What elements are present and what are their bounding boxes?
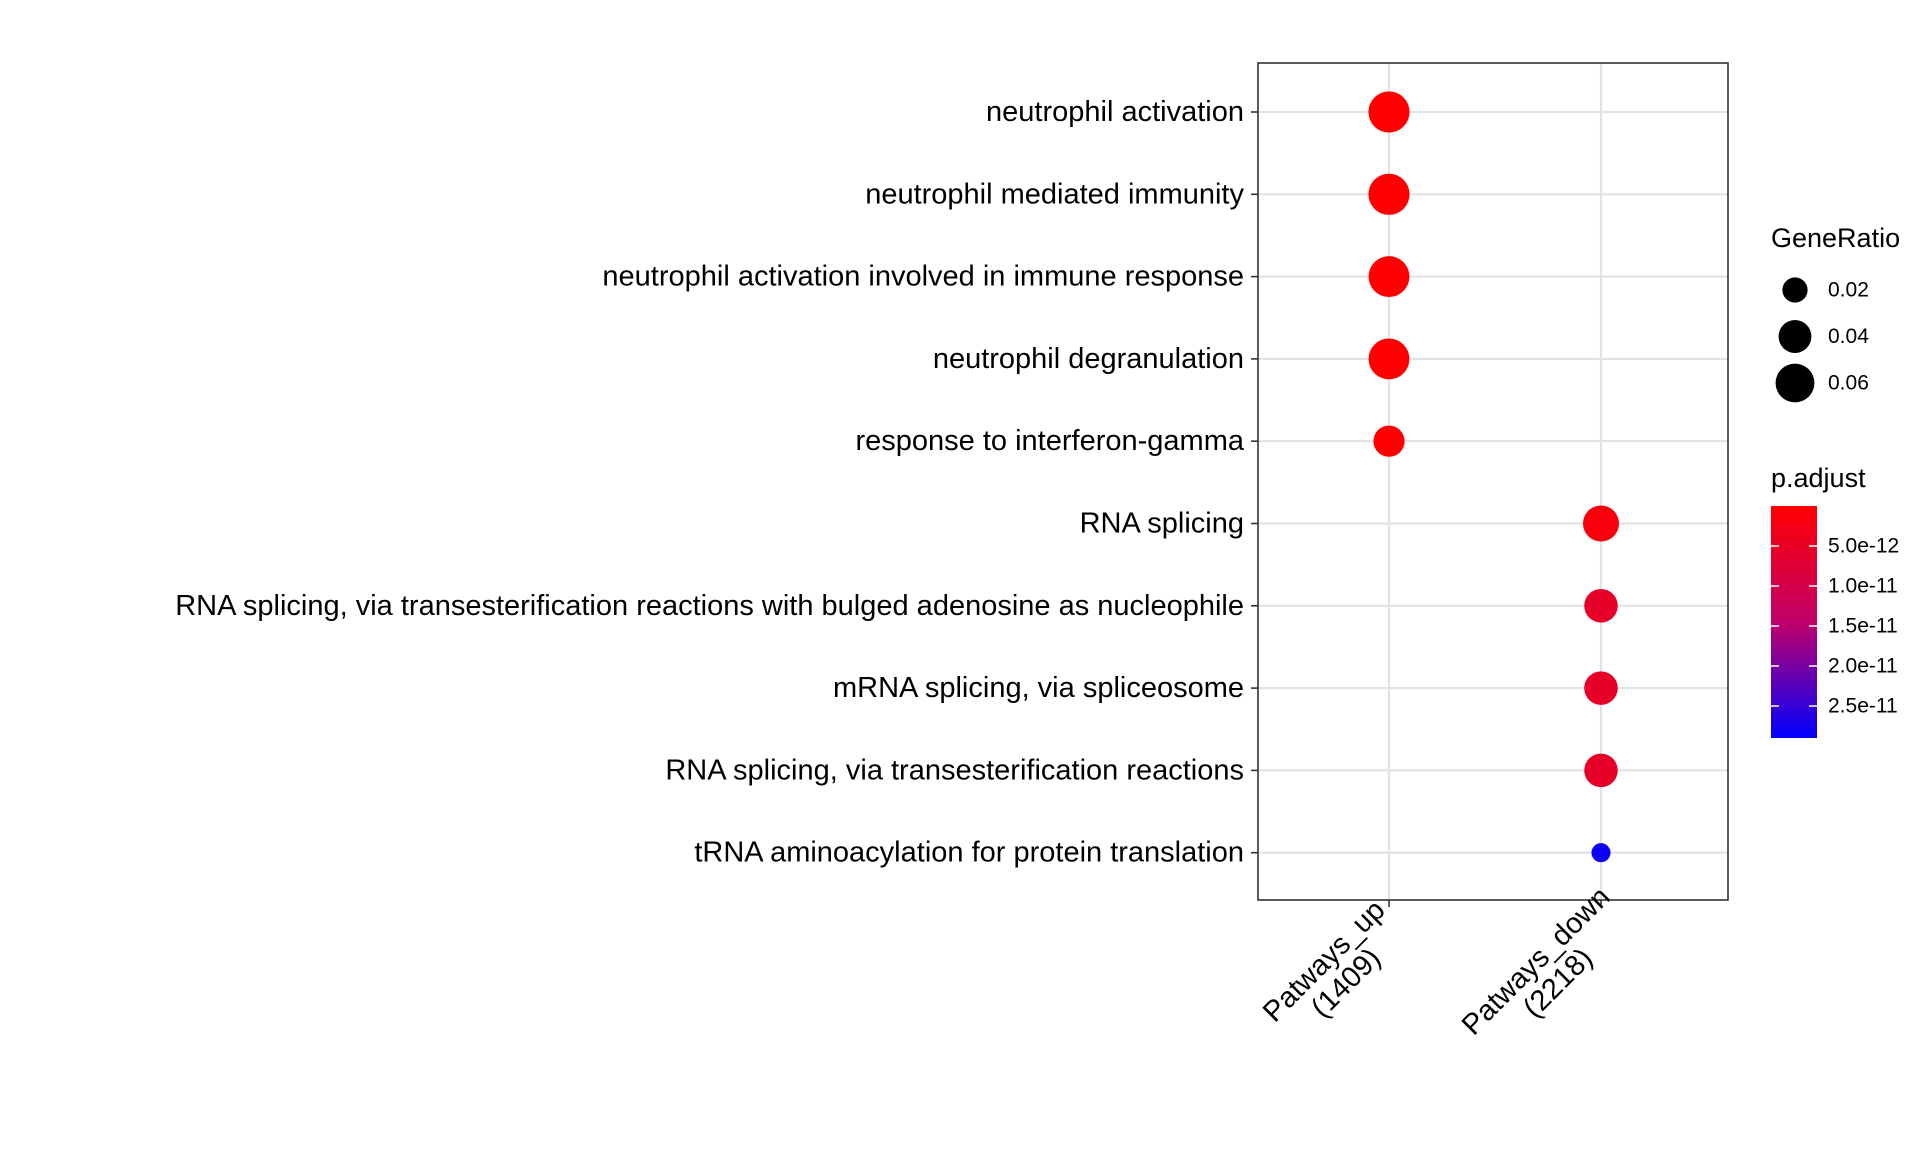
data-point [1584, 753, 1618, 788]
data-point [1584, 589, 1618, 623]
x-tick-label: Patways_up(1409) [1257, 894, 1413, 1050]
size-legend-label: 0.04 [1828, 325, 1869, 348]
size-legend-title: GeneRatio [1771, 223, 1900, 253]
legends: GeneRatio 0.02 0.04 0.06 p.adjust 5.0e-12 1.0e… [1771, 223, 1900, 738]
size-legend-key [1778, 320, 1812, 353]
grid-lines [1258, 63, 1728, 900]
panel-border [1257, 62, 1729, 901]
color-legend-label: 1.0e-11 [1828, 575, 1898, 598]
y-tick-label: neutrophil degranulation [933, 343, 1244, 375]
size-legend-key [1775, 363, 1815, 403]
y-tick-label: mRNA splicing, via spliceosome [833, 672, 1244, 704]
y-tick-label: neutrophil mediated immunity [865, 178, 1244, 210]
color-legend-label: 2.5e-11 [1828, 695, 1898, 718]
x-tick-label: Patways_down(2218) [1456, 881, 1638, 1063]
y-tick-label: tRNA aminoacylation for protein translat… [694, 837, 1244, 869]
size-legend-label: 0.02 [1828, 279, 1869, 302]
color-legend-label: 5.0e-12 [1828, 535, 1899, 558]
y-tick-label: response to interferon-gamma [856, 425, 1245, 457]
data-point [1368, 91, 1410, 133]
data-points [1368, 91, 1620, 863]
data-point [1373, 425, 1405, 457]
y-tick-label: RNA splicing [1080, 508, 1244, 540]
data-point [1368, 173, 1410, 215]
color-legend-label: 1.5e-11 [1828, 615, 1898, 638]
data-point [1368, 338, 1410, 380]
size-legend-label: 0.06 [1828, 372, 1869, 395]
y-tick-label: RNA splicing, via transesterification re… [175, 590, 1244, 622]
data-point [1368, 256, 1410, 298]
data-point [1591, 843, 1611, 863]
y-tick-label: neutrophil activation [986, 96, 1244, 128]
size-legend-key [1782, 277, 1808, 303]
color-legend-label: 2.0e-11 [1828, 655, 1898, 678]
color-legend-bar [1771, 506, 1817, 738]
y-tick-label: neutrophil activation involved in immune… [602, 261, 1244, 293]
data-point [1582, 505, 1620, 542]
y-tick-label: RNA splicing, via transesterification re… [665, 754, 1244, 786]
color-legend-title: p.adjust [1771, 463, 1866, 493]
axes: neutrophil activation neutrophil mediated… [175, 62, 1729, 1063]
data-point [1584, 671, 1618, 705]
